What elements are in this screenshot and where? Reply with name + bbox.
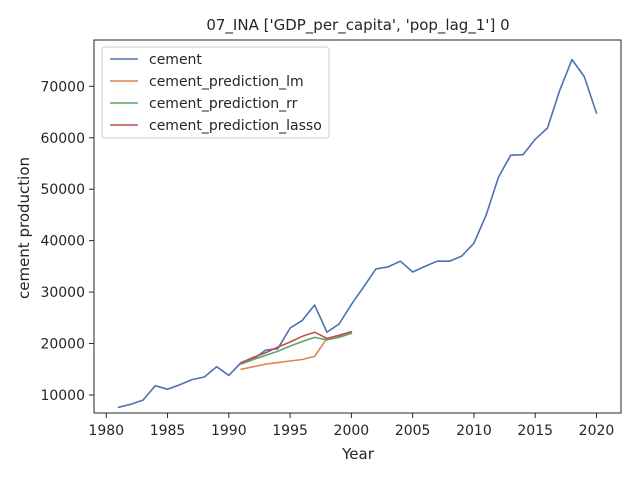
x-tick-label: 2010: [456, 423, 492, 439]
series-line-cement-prediction-lasso: [240, 330, 353, 364]
legend: cement cement_prediction_lm cement_predict…: [101, 46, 330, 139]
y-tick-label: 30000: [40, 285, 85, 301]
x-tick-label: 2015: [517, 423, 553, 439]
x-tick-label: 2000: [334, 423, 370, 439]
y-tick-label: 60000: [40, 131, 85, 147]
legend-label: cement_prediction_lm: [149, 74, 304, 90]
x-tick-label: 2005: [395, 423, 431, 439]
y-tick-label: 40000: [40, 234, 85, 250]
x-tick-label: 2020: [579, 423, 615, 439]
series-line-cement-prediction-rr: [240, 332, 353, 365]
y-axis-label: cement production: [15, 157, 33, 299]
x-tick-label: 1995: [272, 423, 308, 439]
chart-title: 07_INA ['GDP_per_capita', 'pop_lag_1'] 0: [206, 16, 509, 35]
legend-label: cement: [149, 52, 202, 68]
series-line-cement: [117, 58, 598, 409]
x-tick-label: 1980: [88, 423, 124, 439]
y-tick-label: 50000: [40, 182, 85, 198]
y-axis-ticks: 10000 20000 30000 40000 50000 60000 70000: [40, 79, 94, 404]
y-tick-label: 20000: [40, 337, 85, 353]
legend-box: [101, 46, 330, 139]
x-tick-label: 1990: [211, 423, 247, 439]
plot-frame: [93, 39, 622, 414]
x-axis-ticks: 1980 1985 1990 1995 2000 2005 2010 2015 2020: [88, 413, 614, 439]
legend-label: cement_prediction_rr: [149, 96, 298, 112]
series-lines: [117, 58, 598, 409]
y-tick-label: 10000: [40, 388, 85, 404]
x-tick-label: 1985: [150, 423, 186, 439]
x-axis-label: Year: [341, 445, 375, 463]
y-tick-label: 70000: [40, 79, 85, 95]
legend-label: cement_prediction_lasso: [149, 118, 322, 134]
